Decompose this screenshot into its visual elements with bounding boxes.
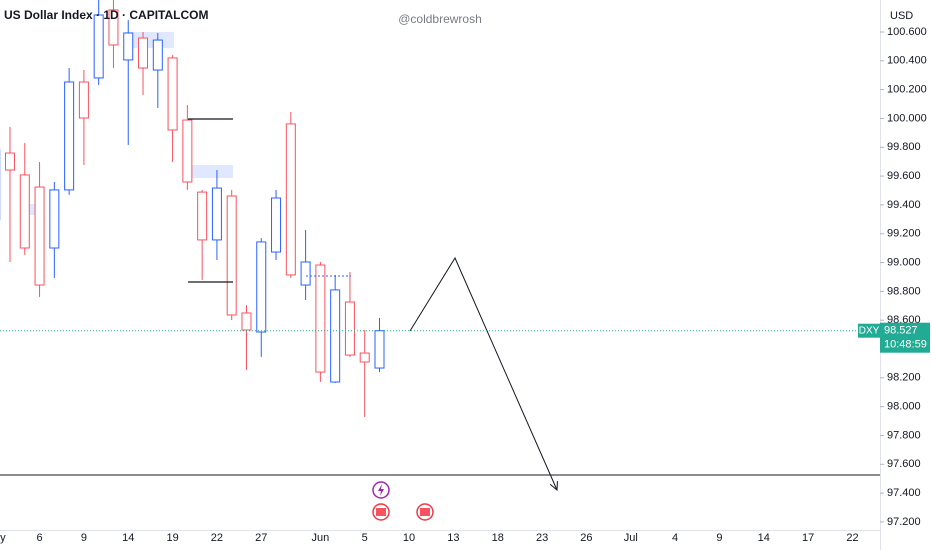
candle-body: [256, 241, 267, 333]
countdown-label: 10:48:59: [884, 339, 927, 351]
candle-body: [300, 261, 311, 286]
y-tick-label: 100.000: [887, 112, 927, 124]
y-tick-label: 97.400: [887, 487, 921, 499]
highlight-zone: [21, 204, 41, 215]
x-tick-label: 27: [255, 532, 267, 544]
candle-body: [359, 352, 370, 363]
candle-body: [123, 32, 134, 61]
y-axis: 100.600 100.400 100.200 100.000 99.800 99.600…: [880, 26, 927, 528]
candle-body: [19, 174, 30, 249]
event-icon-glyph: [420, 508, 430, 516]
projection-path: [409, 256, 557, 490]
x-tick-label: Jun: [312, 532, 330, 544]
candle-body: [315, 264, 326, 373]
candle-body: [285, 123, 296, 276]
x-tick-label: 14: [122, 532, 134, 544]
symbol-badge: [858, 323, 880, 338]
candle-body: [93, 14, 104, 79]
x-axis: May 6 9 14 19 22 27 Jun 5 10 13 18 23 26 Jul 4 9 14 17 22: [0, 532, 859, 544]
x-tick-label: 18: [492, 532, 504, 544]
x-tick-label: 10: [403, 532, 415, 544]
candle-body: [34, 186, 45, 286]
x-tick-label: 23: [536, 532, 548, 544]
y-tick-label: 97.200: [887, 516, 921, 528]
y-tick-label: 98.200: [887, 372, 921, 384]
candle-body: [49, 189, 60, 249]
x-tick-label: 5: [362, 532, 368, 544]
x-tick-label: 22: [211, 532, 223, 544]
x-tick-label: Jul: [624, 532, 638, 544]
candles: [0, 0, 385, 418]
x-tick-label: 26: [580, 532, 592, 544]
plot-area: [0, 0, 880, 521]
y-tick-label: 100.200: [887, 84, 927, 96]
chart-title: US Dollar Index · 1D · CAPITALCOM: [4, 8, 208, 22]
y-tick-label: 99.800: [887, 141, 921, 153]
candle-body: [108, 9, 119, 46]
candle-body: [330, 289, 341, 383]
candle-body: [138, 37, 149, 69]
y-tick-label: 98.800: [887, 285, 921, 297]
x-tick-label: 4: [672, 532, 678, 544]
price-label: 98.527: [884, 325, 918, 337]
y-tick-label: 99.400: [887, 199, 921, 211]
candle-body: [182, 119, 193, 183]
candle-body: [241, 312, 252, 331]
candle-body: [152, 39, 163, 71]
x-tick-label: 17: [802, 532, 814, 544]
y-tick-label: 99.200: [887, 228, 921, 240]
currency-label: USD: [890, 10, 913, 22]
candle-body: [344, 301, 355, 356]
x-tick-label: 19: [166, 532, 178, 544]
y-tick-label: 99.000: [887, 256, 921, 268]
y-tick-label: 100.400: [887, 55, 927, 67]
candle-body: [374, 330, 385, 369]
x-tick-label: 6: [36, 532, 42, 544]
y-tick-label: 99.600: [887, 170, 921, 182]
price-badge: [880, 322, 930, 353]
candle-body: [197, 191, 208, 241]
y-tick-label: 98.000: [887, 401, 921, 413]
x-tick-label: 9: [81, 532, 87, 544]
y-tick-label: 100.600: [887, 26, 927, 38]
candle-body: [78, 81, 89, 119]
candle-body: [211, 187, 222, 241]
candle-body: [64, 81, 75, 191]
event-icon-glyph: [376, 508, 386, 516]
x-tick-label: 22: [846, 532, 858, 544]
highlight-zone: [186, 165, 233, 178]
candle-body: [271, 197, 282, 253]
last-price: DXY 98.527 10:48:59: [0, 322, 930, 353]
y-tick-label: 97.600: [887, 458, 921, 470]
y-tick-label: 97.800: [887, 429, 921, 441]
candle-body: [5, 152, 15, 171]
candle-body: [167, 57, 178, 131]
x-tick-label: 9: [716, 532, 722, 544]
watermark: @coldbrewrosh: [398, 12, 482, 26]
event-icon-glyph: [378, 484, 384, 496]
symbol-label: DXY: [859, 325, 880, 336]
x-tick-label: 14: [758, 532, 770, 544]
x-tick-label: 13: [447, 532, 459, 544]
candle-body: [226, 195, 237, 316]
x-tick-label: May: [0, 532, 6, 544]
